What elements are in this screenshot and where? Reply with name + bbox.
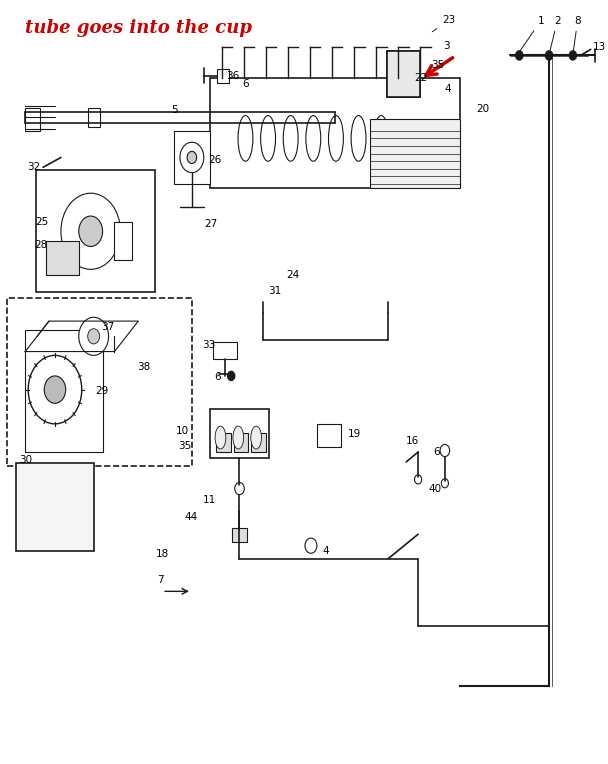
Circle shape xyxy=(28,355,81,424)
Text: 7: 7 xyxy=(157,575,164,585)
Circle shape xyxy=(440,445,450,457)
Text: 40: 40 xyxy=(429,484,442,494)
Bar xyxy=(233,433,249,452)
Text: 19: 19 xyxy=(348,429,361,439)
Ellipse shape xyxy=(328,115,344,161)
Text: 38: 38 xyxy=(137,362,150,372)
Ellipse shape xyxy=(351,115,366,161)
Text: 25: 25 xyxy=(35,217,49,227)
Bar xyxy=(7,298,192,466)
Text: 37: 37 xyxy=(102,322,115,332)
Text: 8: 8 xyxy=(573,16,581,52)
Text: 36: 36 xyxy=(226,71,240,81)
Bar xyxy=(213,342,237,359)
Bar xyxy=(88,108,100,127)
Ellipse shape xyxy=(374,115,389,161)
Circle shape xyxy=(88,329,100,344)
Text: 2: 2 xyxy=(550,16,561,52)
Text: 35: 35 xyxy=(431,60,444,70)
Text: 32: 32 xyxy=(27,162,41,173)
Text: 13: 13 xyxy=(592,42,606,52)
Text: 4: 4 xyxy=(445,84,452,94)
Ellipse shape xyxy=(306,115,321,161)
Bar xyxy=(114,222,133,261)
Bar xyxy=(370,119,460,188)
Text: 6: 6 xyxy=(243,79,249,89)
Text: 31: 31 xyxy=(268,286,282,296)
Text: 10: 10 xyxy=(176,426,189,436)
Text: 27: 27 xyxy=(204,219,217,228)
Circle shape xyxy=(79,317,109,355)
Bar xyxy=(387,51,420,96)
Circle shape xyxy=(441,479,449,487)
Text: 3: 3 xyxy=(443,40,450,50)
Ellipse shape xyxy=(238,115,253,161)
Bar xyxy=(232,528,247,542)
Circle shape xyxy=(61,193,120,270)
Ellipse shape xyxy=(261,115,275,161)
Circle shape xyxy=(415,475,422,484)
Text: 33: 33 xyxy=(202,341,216,351)
Bar xyxy=(174,131,210,184)
Circle shape xyxy=(516,51,523,60)
Text: 23: 23 xyxy=(432,15,455,32)
Ellipse shape xyxy=(251,426,261,449)
Text: 26: 26 xyxy=(209,155,222,165)
Circle shape xyxy=(44,376,66,403)
Ellipse shape xyxy=(215,426,226,449)
Bar xyxy=(251,433,266,452)
Text: 35: 35 xyxy=(179,441,192,451)
Text: tube goes into the cup: tube goes into the cup xyxy=(25,19,252,37)
Text: 30: 30 xyxy=(19,455,32,465)
Circle shape xyxy=(569,51,576,60)
Circle shape xyxy=(79,216,103,247)
Text: 20: 20 xyxy=(477,105,489,115)
Ellipse shape xyxy=(233,426,244,449)
Circle shape xyxy=(180,142,204,173)
Bar xyxy=(317,424,340,447)
Bar xyxy=(216,433,230,452)
Text: 28: 28 xyxy=(34,240,47,250)
Bar xyxy=(46,241,79,276)
Text: 22: 22 xyxy=(414,73,427,83)
Text: 4: 4 xyxy=(323,546,330,556)
Circle shape xyxy=(305,538,317,553)
Bar xyxy=(387,51,420,96)
Ellipse shape xyxy=(283,115,298,161)
Text: 24: 24 xyxy=(286,270,299,280)
Text: 18: 18 xyxy=(156,549,169,559)
Text: 5: 5 xyxy=(171,105,178,115)
Circle shape xyxy=(235,483,244,494)
Bar xyxy=(36,170,155,292)
Text: 6: 6 xyxy=(433,447,440,457)
Text: 6: 6 xyxy=(214,372,221,383)
Bar xyxy=(16,464,94,551)
Bar xyxy=(25,330,103,452)
Circle shape xyxy=(545,51,553,60)
Text: 44: 44 xyxy=(185,513,198,523)
Text: 16: 16 xyxy=(406,435,420,445)
Text: 29: 29 xyxy=(95,386,109,397)
Text: 1: 1 xyxy=(519,16,544,53)
Circle shape xyxy=(227,371,235,380)
Bar xyxy=(217,69,229,83)
Text: 11: 11 xyxy=(202,495,216,505)
Circle shape xyxy=(187,151,196,163)
Bar xyxy=(210,77,460,188)
Bar xyxy=(25,108,40,131)
Bar xyxy=(210,409,269,458)
